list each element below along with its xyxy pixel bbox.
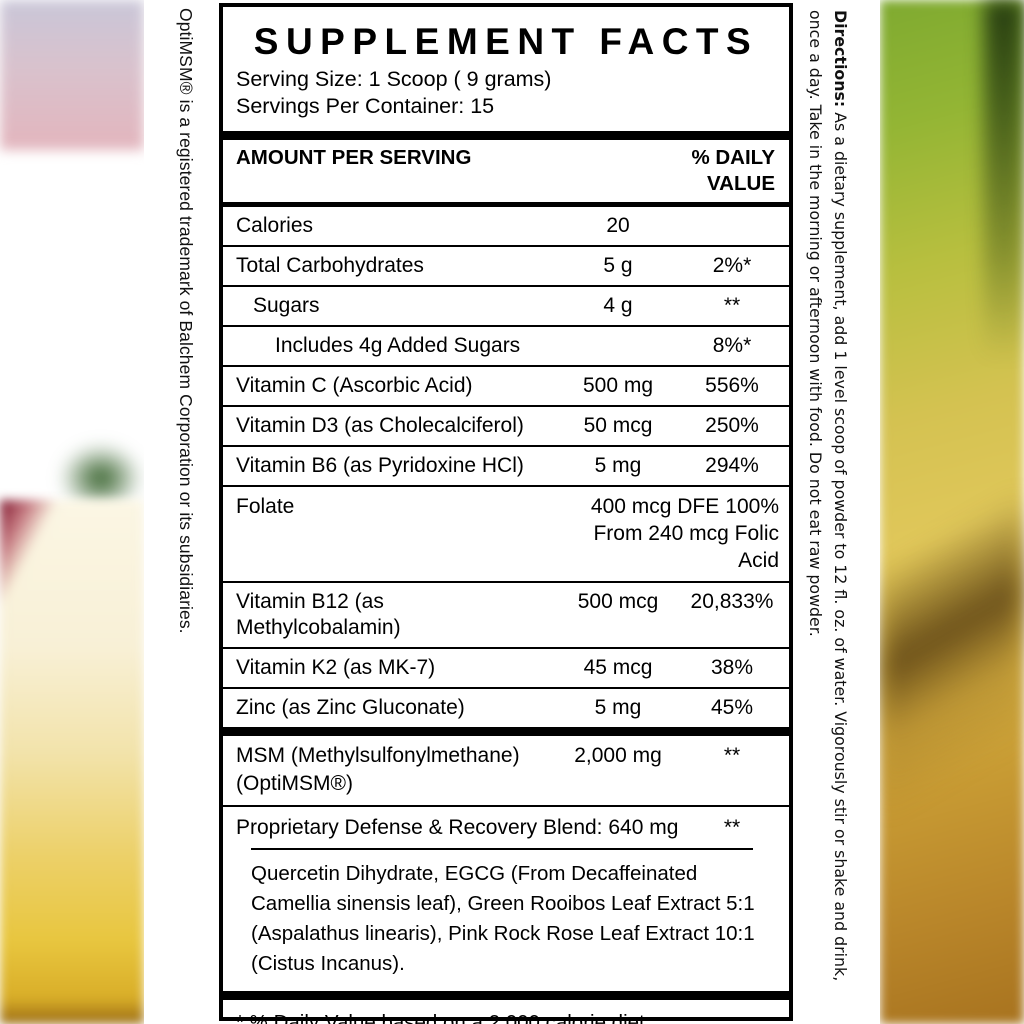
table-row: Vitamin D3 (as Cholecalciferol) 50 mcg 250… (223, 407, 789, 445)
folate-source: From 240 mcg Folic Acid (593, 522, 779, 572)
divider-above-msm (223, 727, 789, 736)
nutrient-daily-value: 250% (705, 414, 759, 437)
nutrient-name: Calories (236, 214, 314, 237)
table-row: Sugars 4 g ** (223, 287, 789, 325)
table-row-msm: MSM (Methylsulfonylmethane) 2,000 mg ** … (223, 736, 789, 805)
header-daily-value: % DAILY VALUE (691, 146, 775, 195)
nutrient-amount: 50 mcg (583, 414, 653, 437)
table-row-folate: Folate 400 mcg DFE 100% From 240 mcg Foli… (223, 487, 789, 581)
nutrient-name: Vitamin D3 (as Cholecalciferol) (236, 414, 524, 437)
msm-dv: ** (723, 744, 741, 767)
divider-thin (223, 285, 789, 287)
msm-line-1: MSM (Methylsulfonylmethane) 2,000 mg ** (223, 742, 789, 770)
table-row: Zinc (as Zinc Gluconate) 5 mg 45% (223, 689, 789, 727)
divider-thin (223, 581, 789, 583)
divider-thin (223, 245, 789, 247)
nutrient-name: Vitamin C (Ascorbic Acid) (236, 374, 473, 397)
footnote-single-star: * % Daily Value based on a 2,000 calorie… (236, 1011, 651, 1024)
photo-dark-edge-layer (984, 0, 1024, 360)
nutrient-amount: 4 g (603, 294, 633, 317)
servings-per-container: Servings Per Container: 15 (236, 94, 495, 118)
nutrient-name: Sugars (253, 294, 320, 317)
nutrient-daily-value: 294% (705, 454, 759, 477)
table-row: Includes 4g Added Sugars 8%* (223, 327, 789, 365)
photo-sky-layer (0, 0, 144, 150)
table-row: Calories 20 (223, 207, 789, 245)
table-row: Total Carbohydrates 5 g 2%* (223, 247, 789, 285)
blend-label: Proprietary Defense & Recovery Blend: 64… (236, 816, 679, 839)
divider-above-blend (223, 805, 789, 807)
table-row-proprietary-blend: Proprietary Defense & Recovery Blend: 64… (223, 807, 789, 848)
nutrient-daily-value: 38% (710, 656, 754, 679)
directions-label: Directions: (831, 10, 850, 108)
nutrient-name: Includes 4g Added Sugars (275, 334, 521, 357)
left-fruit-photo (0, 0, 144, 1024)
serving-info: Serving Size: 1 Scoop ( 9 grams) Serving… (223, 66, 789, 131)
nutrient-name: Vitamin B6 (as Pyridoxine HCl) (236, 454, 524, 477)
blend-dv: ** (723, 816, 741, 839)
photo-shadow-layer (880, 430, 1024, 850)
divider-thin (223, 445, 789, 447)
nutrient-amount: 20 (606, 214, 630, 237)
divider-under-headers (223, 202, 789, 207)
divider-thick-top (223, 131, 789, 140)
folate-values: 400 mcg DFE 100% From 240 mcg Folic Acid (553, 493, 789, 574)
nutrient-name: Vitamin K2 (as MK-7) (236, 656, 436, 679)
divider-above-folate (223, 485, 789, 487)
column-headers: AMOUNT PER SERVING % DAILY VALUE (223, 140, 789, 202)
msm-brand: (OptiMSM®) (236, 772, 353, 795)
msm-label: MSM (Methylsulfonylmethane) (236, 744, 520, 767)
nutrient-name: Zinc (as Zinc Gluconate) (236, 696, 465, 719)
blend-ingredients: Quercetin Dihydrate, EGCG (From Decaffei… (251, 862, 755, 975)
nutrient-daily-value: 20,833% (690, 590, 774, 613)
table-row: Vitamin C (Ascorbic Acid) 500 mg 556% (223, 367, 789, 405)
right-banana-photo (880, 0, 1024, 1024)
nutrient-name: Vitamin B12 (as Methylcobalamin) (236, 590, 401, 639)
nutrient-amount: 500 mg (582, 374, 654, 397)
nutrient-amount: 500 mcg (577, 590, 659, 613)
msm-amount: 2,000 mg (574, 744, 662, 767)
nutrient-amount: 5 mg (594, 696, 642, 719)
divider-above-footnotes (223, 991, 789, 1000)
nutrient-rows-secondary: Vitamin B12 (as Methylcobalamin) 500 mcg 2… (223, 581, 789, 727)
nutrient-amount: 5 mg (594, 454, 642, 477)
divider-thin (223, 325, 789, 327)
panel-title: SUPPLEMENT FACTS (253, 21, 759, 62)
nutrient-rows-primary: Calories 20 Total Carbohydrates 5 g 2%* Sugar… (223, 207, 789, 485)
nutrient-daily-value: 2%* (712, 254, 752, 277)
header-amount-per-serving: AMOUNT PER SERVING (236, 146, 472, 169)
table-row: Vitamin B6 (as Pyridoxine HCl) 5 mg 294% (223, 447, 789, 485)
nutrient-name: Total Carbohydrates (236, 254, 424, 277)
optimsm-trademark-note: OptiMSM® is a registered trademark of Ba… (176, 8, 196, 634)
nutrient-amount: 45 mcg (583, 656, 653, 679)
nutrient-amount: 5 g (603, 254, 633, 277)
folate-dv: 100% (725, 495, 779, 518)
nutrient-daily-value: 45% (710, 696, 754, 719)
divider-thin (223, 647, 789, 649)
nutrient-daily-value: 8%* (712, 334, 752, 357)
table-row: Vitamin B12 (as Methylcobalamin) 500 mcg 2… (223, 583, 789, 647)
divider-thin (223, 365, 789, 367)
directions-text: Directions: As a dietary supplement, add… (803, 10, 853, 1015)
serving-size: Serving Size: 1 Scoop ( 9 grams) (236, 67, 552, 91)
folate-amount: 400 mcg DFE (590, 495, 720, 518)
divider-thin (223, 405, 789, 407)
folate-amount-line: 400 mcg DFE 100% (553, 493, 779, 520)
nutrient-daily-value: ** (723, 294, 741, 317)
divider-thin (223, 687, 789, 689)
footnotes-section: * % Daily Value based on a 2,000 calorie… (223, 1000, 789, 1024)
folate-label: Folate (236, 495, 295, 518)
table-row: Vitamin K2 (as MK-7) 45 mcg 38% (223, 649, 789, 687)
blend-underline-rule (251, 848, 753, 850)
photo-banana-layer (0, 500, 144, 1024)
supplement-facts-panel: SUPPLEMENT FACTS Serving Size: 1 Scoop (… (219, 3, 793, 1024)
directions-body: As a dietary supplement, add 1 level sco… (806, 10, 850, 982)
nutrient-daily-value: 556% (705, 374, 759, 397)
